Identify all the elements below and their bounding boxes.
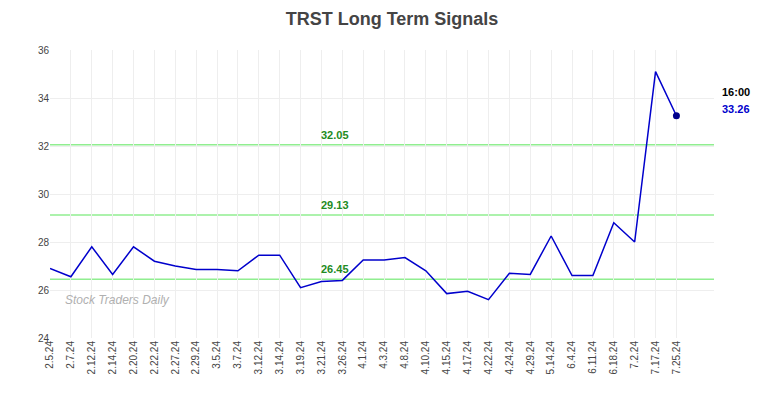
svg-text:2.7.24: 2.7.24 <box>65 341 76 369</box>
svg-text:3.5.24: 3.5.24 <box>211 341 222 369</box>
svg-text:5.14.24: 5.14.24 <box>545 341 556 375</box>
svg-text:7.2.24: 7.2.24 <box>629 341 640 369</box>
svg-text:3.7.24: 3.7.24 <box>232 341 243 369</box>
svg-text:28: 28 <box>38 237 50 248</box>
svg-text:6.11.24: 6.11.24 <box>587 341 598 374</box>
svg-text:Stock Traders Daily: Stock Traders Daily <box>65 293 170 307</box>
svg-text:3.14.24: 3.14.24 <box>274 341 285 375</box>
svg-text:2.5.24: 2.5.24 <box>44 341 55 369</box>
svg-text:4.15.24: 4.15.24 <box>441 341 452 375</box>
svg-text:2.27.24: 2.27.24 <box>170 341 181 375</box>
svg-text:34: 34 <box>38 93 50 104</box>
svg-text:26: 26 <box>38 285 50 296</box>
svg-text:4.22.24: 4.22.24 <box>483 341 494 375</box>
svg-text:4.3.24: 4.3.24 <box>378 341 389 369</box>
svg-text:24: 24 <box>38 333 50 344</box>
svg-text:6.18.24: 6.18.24 <box>608 341 619 375</box>
svg-text:4.17.24: 4.17.24 <box>462 341 473 375</box>
svg-text:2.22.24: 2.22.24 <box>149 341 160 375</box>
svg-text:3.12.24: 3.12.24 <box>253 341 264 375</box>
svg-text:4.1.24: 4.1.24 <box>357 341 368 369</box>
svg-text:4.29.24: 4.29.24 <box>525 341 536 375</box>
svg-text:7.17.24: 7.17.24 <box>650 341 661 375</box>
svg-text:2.14.24: 2.14.24 <box>107 341 118 375</box>
svg-text:36: 36 <box>38 45 50 56</box>
svg-text:2.12.24: 2.12.24 <box>86 341 97 375</box>
svg-text:TRST Long Term Signals: TRST Long Term Signals <box>286 9 499 29</box>
svg-text:2.29.24: 2.29.24 <box>190 341 201 375</box>
svg-text:7.25.24: 7.25.24 <box>671 341 682 375</box>
svg-text:6.4.24: 6.4.24 <box>566 341 577 369</box>
svg-text:32.05: 32.05 <box>321 129 349 141</box>
svg-text:29.13: 29.13 <box>321 199 349 211</box>
svg-text:3.19.24: 3.19.24 <box>295 341 306 375</box>
svg-text:4.8.24: 4.8.24 <box>399 341 410 369</box>
svg-text:4.24.24: 4.24.24 <box>504 341 515 375</box>
svg-text:3.26.24: 3.26.24 <box>337 341 348 375</box>
svg-text:4.10.24: 4.10.24 <box>420 341 431 375</box>
svg-text:32: 32 <box>38 141 50 152</box>
svg-text:26.45: 26.45 <box>321 263 349 275</box>
svg-text:2.20.24: 2.20.24 <box>128 341 139 375</box>
svg-text:16:00: 16:00 <box>722 86 750 98</box>
svg-text:30: 30 <box>38 189 50 200</box>
svg-text:33.26: 33.26 <box>722 103 750 115</box>
svg-text:3.21.24: 3.21.24 <box>316 341 327 375</box>
